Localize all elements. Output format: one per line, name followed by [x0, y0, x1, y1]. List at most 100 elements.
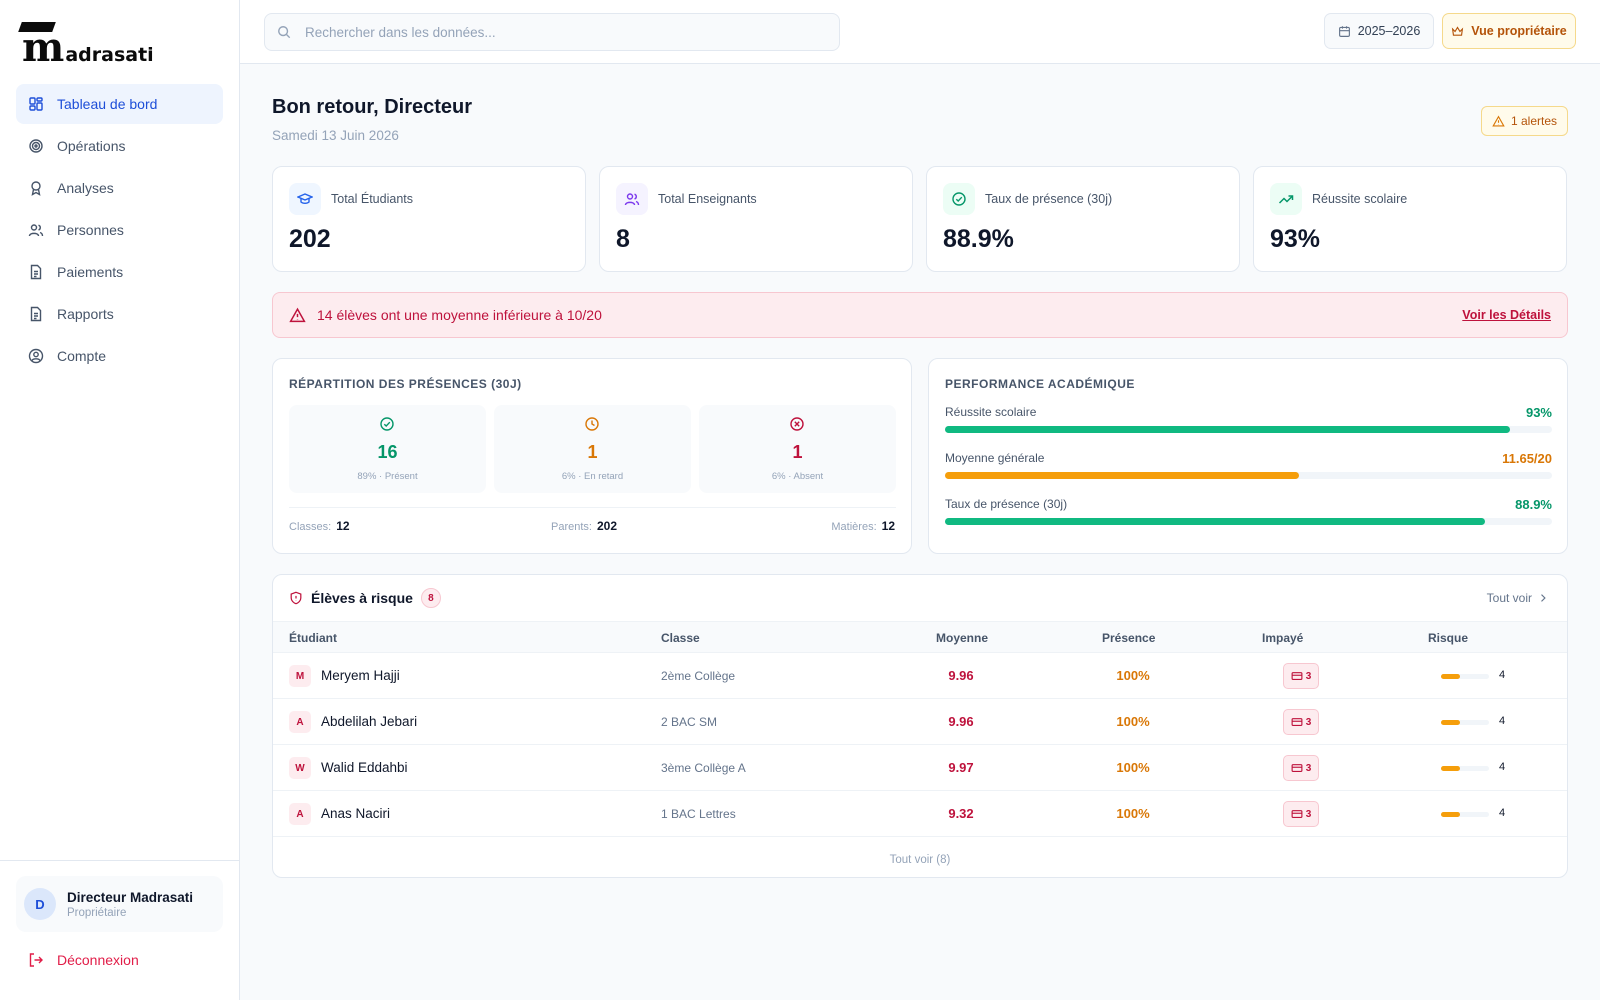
clock-icon: [585, 417, 599, 431]
file-icon: [28, 264, 44, 280]
topbar: 2025–2026 Vue propriétaire: [240, 0, 1600, 64]
column-header[interactable]: Impayé: [1262, 631, 1304, 645]
table-row[interactable]: W Walid Eddahbi 3ème Collège A 9.97 100%…: [273, 745, 1567, 791]
user-card[interactable]: D Directeur Madrasati Propriétaire: [16, 876, 223, 932]
academic-year-button[interactable]: 2025–2026: [1324, 13, 1434, 49]
see-all-link[interactable]: Tout voir: [1487, 591, 1549, 605]
risk-bar-fill: [1441, 812, 1461, 817]
sidebar-item-label: Paiements: [57, 264, 124, 280]
users-icon: [616, 183, 648, 215]
app-logo[interactable]: m adrasati: [18, 20, 154, 68]
check-circle-icon: [943, 183, 975, 215]
card-title: Élèves à risque: [311, 590, 413, 606]
chevron-right-icon: [1541, 594, 1546, 602]
stat-value: 202: [289, 225, 331, 253]
user-role: Propriétaire: [67, 906, 127, 919]
graduation-cap-icon: [289, 183, 321, 215]
table-row[interactable]: M Meryem Hajji 2ème Collège 9.96 100% 3 …: [273, 653, 1567, 699]
user-name: Directeur Madrasati: [67, 889, 194, 905]
student-initial: A: [289, 711, 311, 733]
alerts-label: 1 alertes: [1510, 114, 1557, 128]
stat-value: 93%: [1270, 225, 1321, 253]
stat-label: Total Étudiants: [331, 192, 413, 206]
attendance-value: 16: [377, 442, 398, 462]
logout-icon: [29, 953, 43, 967]
sidebar-item-label: Opérations: [57, 138, 126, 154]
perf-row-average: Moyenne générale 11.65/20: [945, 451, 1552, 479]
sidebar-item-rapports[interactable]: Rapports: [16, 294, 223, 334]
sidebar-item-analyses[interactable]: Analyses: [16, 168, 223, 208]
column-header[interactable]: Présence: [1102, 631, 1156, 645]
column-header[interactable]: Moyenne: [936, 631, 989, 645]
perf-row-success: Réussite scolaire 93%: [945, 405, 1552, 433]
attendance-sub: 6% · En retard: [561, 471, 624, 482]
attendance-present: 16 89% · Présent: [289, 405, 486, 493]
subjects-count: Matières: 12: [831, 519, 895, 533]
attendance-sub: 6% · Absent: [771, 471, 824, 482]
student-class: 2 BAC SM: [661, 715, 718, 729]
risk-bar: [1441, 812, 1489, 817]
risk-bar: [1441, 720, 1489, 725]
stat-value: 8: [616, 225, 630, 253]
stat-label: Total Enseignants: [658, 192, 757, 206]
sidebar-item-dashboard[interactable]: Tableau de bord: [16, 84, 223, 124]
student-name: Meryem Hajji: [321, 668, 400, 683]
student-class: 3ème Collège A: [661, 761, 746, 775]
calendar-icon: [1338, 25, 1350, 37]
risk-bar-fill: [1441, 674, 1461, 679]
risk-bar: [1441, 674, 1489, 679]
table-header: Étudiant Classe Moyenne Présence Impayé …: [273, 621, 1567, 653]
stat-card-teachers: Total Enseignants 8: [599, 166, 913, 272]
stat-card-students: Total Étudiants 202: [272, 166, 586, 272]
owner-view-button[interactable]: Vue propriétaire: [1442, 13, 1576, 49]
perf-value: 11.65/20: [1502, 451, 1552, 466]
logout-label: Déconnexion: [57, 952, 139, 968]
unpaid-badge: 3: [1283, 755, 1319, 781]
file-icon: [28, 306, 44, 322]
view-details-link[interactable]: Voir les Détails: [1462, 308, 1551, 322]
search-box[interactable]: [264, 13, 840, 51]
see-all-footer-link[interactable]: Tout voir (8): [889, 854, 951, 866]
card-title: RÉPARTITION DES PRÉSENCES (30J): [289, 377, 522, 391]
progress-track: [945, 472, 1552, 479]
sidebar-item-personnes[interactable]: Personnes: [16, 210, 223, 250]
progress-track: [945, 518, 1552, 525]
table-row[interactable]: A Anas Naciri 1 BAC Lettres 9.32 100% 3 …: [273, 791, 1567, 837]
warning-icon: [289, 307, 306, 322]
risk-score: 4: [1499, 761, 1506, 773]
sidebar-item-label: Compte: [57, 348, 107, 364]
sidebar-item-label: Personnes: [57, 222, 124, 238]
unpaid-badge: 3: [1283, 709, 1319, 735]
sidebar-item-paiements[interactable]: Paiements: [16, 252, 223, 292]
divider: [289, 507, 896, 508]
dashboard-icon: [28, 96, 44, 112]
column-header[interactable]: Risque: [1428, 631, 1469, 645]
column-header[interactable]: Classe: [661, 631, 700, 645]
column-header[interactable]: Étudiant: [289, 631, 337, 645]
alerts-badge[interactable]: 1 alertes: [1480, 106, 1568, 136]
logout-button[interactable]: Déconnexion: [28, 952, 139, 968]
at-risk-students-card: Élèves à risque 8 Tout voir Étudiant Cla…: [272, 574, 1568, 878]
student-class: 2ème Collège: [661, 669, 736, 683]
sidebar-item-operations[interactable]: Opérations: [16, 126, 223, 166]
search-icon: [278, 26, 291, 39]
award-icon: [28, 180, 44, 196]
classes-count: Classes: 12: [289, 519, 350, 533]
student-initial: A: [289, 803, 311, 825]
attendance-card: RÉPARTITION DES PRÉSENCES (30J) 16 89% ·…: [272, 358, 912, 554]
student-class: 1 BAC Lettres: [661, 807, 736, 821]
warning-icon: [1492, 114, 1505, 127]
page-date: Samedi 13 Juin 2026: [272, 128, 399, 143]
credit-card-icon: [1291, 810, 1303, 818]
student-initial: W: [289, 757, 311, 779]
target-icon: [28, 138, 44, 154]
search-input[interactable]: [305, 24, 825, 40]
sidebar-nav: Tableau de bord Opérations Analyses Pers…: [16, 84, 223, 378]
sidebar-item-compte[interactable]: Compte: [16, 336, 223, 376]
risk-score: 4: [1499, 807, 1506, 819]
progress-fill: [945, 472, 1299, 479]
risk-score: 4: [1499, 715, 1506, 727]
credit-card-icon: [1291, 672, 1303, 680]
unpaid-badge: 3: [1283, 663, 1319, 689]
table-row[interactable]: A Abdelilah Jebari 2 BAC SM 9.96 100% 3 …: [273, 699, 1567, 745]
